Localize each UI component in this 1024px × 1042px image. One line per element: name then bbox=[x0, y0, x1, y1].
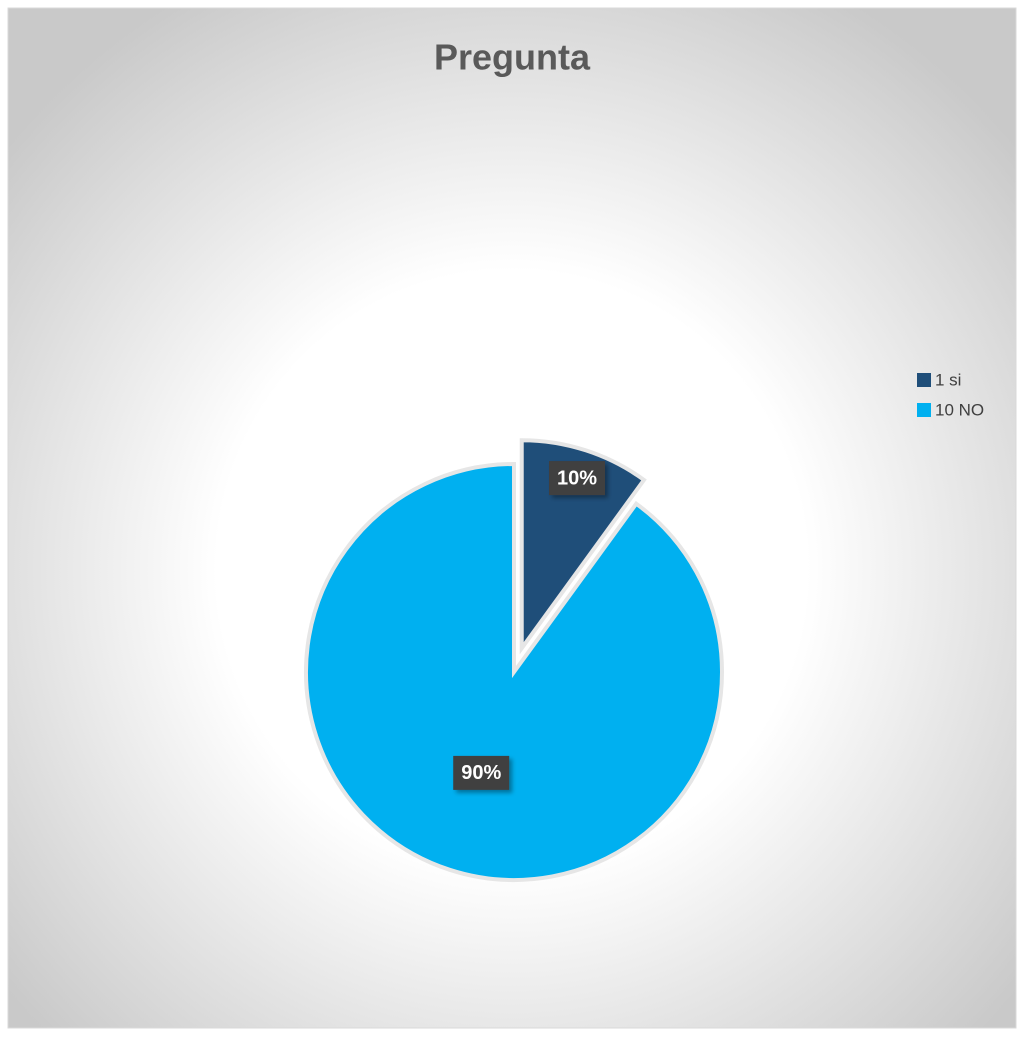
legend-swatch bbox=[917, 373, 931, 387]
legend-label: 1 si bbox=[935, 370, 961, 389]
data-label-box bbox=[453, 755, 510, 790]
data-label-box bbox=[549, 461, 606, 496]
chart-title: Pregunta bbox=[434, 37, 591, 78]
legend-swatch bbox=[917, 403, 931, 417]
data-label: 90% bbox=[461, 762, 501, 784]
data-label: 10% bbox=[557, 467, 597, 489]
pie-slice bbox=[304, 461, 724, 882]
legend-label: 10 NO bbox=[935, 400, 984, 419]
